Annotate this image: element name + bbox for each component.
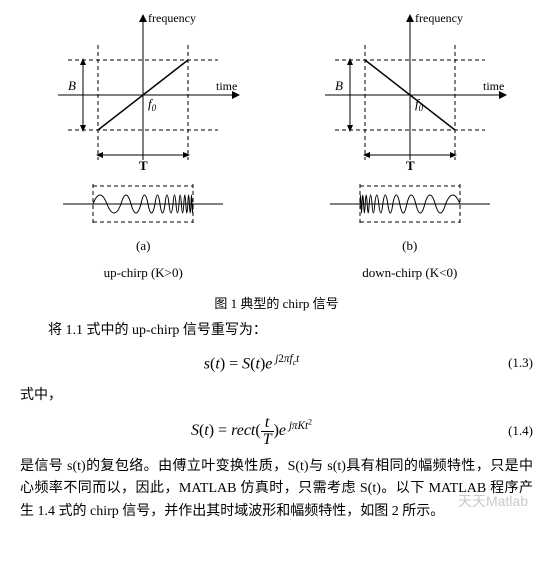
period-label: T xyxy=(139,158,148,173)
f0-label: f0 xyxy=(148,96,157,113)
figure-1a: frequency time B f0 xyxy=(38,10,248,290)
subfig-b-caption: down-chirp (K<0) xyxy=(362,263,457,284)
equation-1-3-number: (1.3) xyxy=(483,353,533,374)
subfig-a-id: (a) xyxy=(136,236,150,257)
paragraph-3: 是信号 s(t)的复包络。由傅立叶变换性质，S(t)与 s(t)具有相同的幅频特… xyxy=(20,456,533,523)
downchirp-time-plot xyxy=(320,180,500,228)
equation-1-3-body: s(t) = S(t)e j2πfct xyxy=(20,351,483,377)
subfig-b-id: (b) xyxy=(402,236,417,257)
paragraph-1: 将 1.1 式中的 up-chirp 信号重写为： xyxy=(20,320,533,342)
figure-1: frequency time B f0 xyxy=(20,10,533,290)
equation-1-4: S(t) = rect(tT)e jπKt2 (1.4) xyxy=(20,415,533,448)
figure-1-caption: 图 1 典型的 chirp 信号 xyxy=(20,294,533,315)
bandwidth-label: B xyxy=(335,78,343,93)
bandwidth-label: B xyxy=(68,78,76,93)
f0-label: f0 xyxy=(415,96,424,113)
y-axis-label: frequency xyxy=(148,11,196,25)
upchirp-freq-plot: frequency time B f0 xyxy=(38,10,248,180)
paragraph-2: 式中， xyxy=(20,385,533,407)
equation-1-4-number: (1.4) xyxy=(483,421,533,442)
subfig-a-caption: up-chirp (K>0) xyxy=(104,263,183,284)
x-axis-label: time xyxy=(216,79,237,93)
x-axis-label: time xyxy=(483,79,504,93)
equation-1-3: s(t) = S(t)e j2πfct (1.3) xyxy=(20,351,533,377)
equation-1-4-body: S(t) = rect(tT)e jπKt2 xyxy=(20,415,483,448)
figure-1b: frequency time B f0 T xyxy=(305,10,515,290)
upchirp-time-plot xyxy=(53,180,233,228)
downchirp-freq-plot: frequency time B f0 T xyxy=(305,10,515,180)
y-axis-label: frequency xyxy=(415,11,463,25)
period-label: T xyxy=(406,158,415,173)
